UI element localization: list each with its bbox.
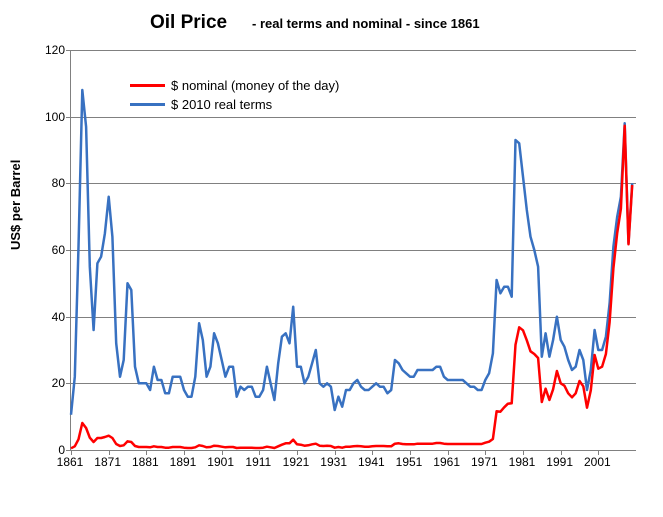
x-tick-label: 1981 [509, 455, 536, 469]
x-tick-label: 1901 [207, 455, 234, 469]
y-tick-label: 100 [45, 110, 65, 124]
series-line [71, 126, 632, 449]
y-axis-label: US$ per Barrel [8, 160, 23, 250]
series-line [71, 90, 632, 415]
y-tick-label: 80 [52, 176, 65, 190]
x-tick-label: 1971 [471, 455, 498, 469]
chart-title-sub: - real terms and nominal - since 1861 [252, 16, 480, 31]
x-tick-label: 1951 [396, 455, 423, 469]
x-tick-label: 2001 [584, 455, 611, 469]
x-tick-label: 1861 [57, 455, 84, 469]
chart-container: Oil Price - real terms and nominal - sin… [0, 0, 663, 517]
legend-swatch-nominal [130, 84, 165, 87]
x-tick-label: 1931 [320, 455, 347, 469]
y-tick-label: 120 [45, 43, 65, 57]
y-tick-label: 60 [52, 243, 65, 257]
y-tick-label: 40 [52, 310, 65, 324]
legend-swatch-real [130, 103, 165, 106]
x-tick-label: 1911 [245, 455, 271, 469]
chart-title-main: Oil Price [150, 12, 227, 34]
x-tick-label: 1891 [170, 455, 197, 469]
legend: $ nominal (money of the day) $ 2010 real… [130, 78, 339, 116]
y-tick-label: 20 [52, 376, 65, 390]
legend-label-real: $ 2010 real terms [171, 97, 272, 112]
legend-label-nominal: $ nominal (money of the day) [171, 78, 339, 93]
x-tick-label: 1991 [546, 455, 573, 469]
x-tick-label: 1871 [94, 455, 121, 469]
legend-item-real: $ 2010 real terms [130, 97, 339, 112]
x-tick-label: 1961 [433, 455, 460, 469]
x-tick-label: 1881 [132, 455, 159, 469]
legend-item-nominal: $ nominal (money of the day) [130, 78, 339, 93]
x-tick-label: 1941 [358, 455, 385, 469]
x-tick-label: 1921 [283, 455, 310, 469]
